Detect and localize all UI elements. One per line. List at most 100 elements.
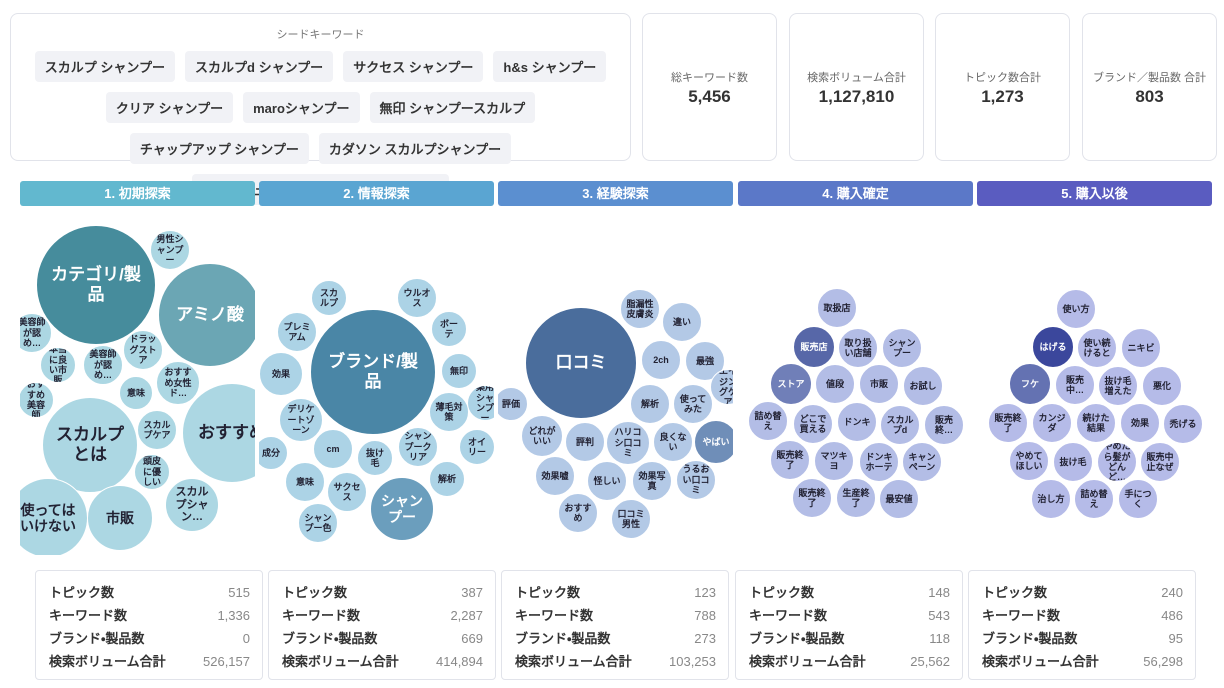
seed-keyword[interactable]: スカルプd シャンプー <box>185 51 334 82</box>
topic-bubble[interactable]: カテゴリ/製品 <box>36 225 156 345</box>
topic-bubble[interactable]: はげる <box>1032 326 1074 368</box>
topic-bubble[interactable]: 使い方 <box>1056 289 1096 329</box>
topic-bubble[interactable]: 薬用シャンプー <box>467 385 494 421</box>
topic-bubble[interactable]: 使ってはいけない <box>20 478 88 555</box>
topic-bubble[interactable]: 成分 <box>259 436 288 470</box>
topic-bubble[interactable]: エイジングケア <box>710 369 733 405</box>
topic-bubble[interactable]: 解析 <box>630 384 670 424</box>
topic-bubble[interactable]: お試し <box>903 366 943 406</box>
stage-header[interactable]: 2. 情報探索 <box>259 181 494 206</box>
topic-bubble[interactable]: デリケートゾーン <box>279 398 323 442</box>
topic-bubble[interactable]: キャンペーン <box>902 442 942 482</box>
topic-bubble[interactable]: オイリー <box>459 429 494 465</box>
topic-bubble[interactable]: ドラッグストア <box>123 330 163 370</box>
topic-bubble[interactable]: おすすめ女性ド… <box>156 361 200 405</box>
seed-keyword[interactable]: maroシャンプー <box>243 92 360 123</box>
topic-bubble[interactable]: やばい <box>694 420 733 464</box>
topic-bubble[interactable]: ニキビ <box>1121 328 1161 368</box>
topic-bubble[interactable]: 効果 <box>259 352 303 396</box>
topic-bubble[interactable]: 抜け毛 <box>1053 442 1093 482</box>
topic-bubble[interactable]: スカルプシャン… <box>165 478 219 532</box>
topic-bubble[interactable]: ドンキ <box>837 402 877 442</box>
topic-bubble[interactable]: 続けた結果 <box>1076 403 1116 443</box>
topic-bubble[interactable]: スカルプとは <box>42 397 138 493</box>
topic-bubble[interactable]: スカルプd <box>880 405 920 445</box>
topic-bubble[interactable]: 美容師が認め… <box>83 345 123 385</box>
topic-bubble[interactable]: 詰め替え <box>748 401 788 441</box>
topic-bubble[interactable]: 使ってみた <box>673 384 713 424</box>
topic-bubble[interactable]: カンジダ <box>1032 403 1072 443</box>
topic-bubble[interactable]: うるおい口コミ <box>676 460 716 500</box>
topic-bubble[interactable]: 評価 <box>498 387 528 421</box>
topic-bubble[interactable]: スカルプケア <box>137 410 177 450</box>
topic-bubble[interactable]: ストア <box>770 363 812 405</box>
topic-bubble[interactable]: 頭皮に優しい <box>134 454 170 490</box>
topic-bubble[interactable]: 取り扱い店舗 <box>838 328 878 368</box>
topic-bubble[interactable]: 販売終… <box>924 405 964 445</box>
topic-bubble[interactable]: マツキヨ <box>814 441 854 481</box>
stage-header[interactable]: 5. 購入以後 <box>977 181 1212 206</box>
topic-bubble[interactable]: フケ <box>1009 363 1051 405</box>
topic-bubble[interactable]: 販売終了 <box>770 440 810 480</box>
topic-bubble[interactable]: 意味 <box>285 462 325 502</box>
topic-bubble[interactable]: 販売中止なぜ <box>1140 442 1180 482</box>
stage-header[interactable]: 1. 初期探索 <box>20 181 255 206</box>
topic-bubble[interactable]: 意味 <box>119 376 153 410</box>
topic-bubble[interactable]: どこで買える <box>793 404 833 444</box>
topic-bubble[interactable]: 良くない <box>653 422 693 462</box>
topic-bubble[interactable]: アミノ酸 <box>158 263 255 367</box>
topic-bubble[interactable]: 2ch <box>641 340 681 380</box>
topic-bubble[interactable]: 生産終了 <box>836 478 876 518</box>
topic-bubble[interactable]: 無印 <box>441 353 477 389</box>
topic-bubble[interactable]: 口コミ男性 <box>611 499 651 539</box>
topic-bubble[interactable]: ボーテ <box>431 311 467 347</box>
topic-bubble[interactable]: 美容師が認め… <box>20 313 52 353</box>
topic-bubble[interactable]: サクセス <box>327 472 367 512</box>
seed-keyword[interactable]: カダソン スカルプシャンプー <box>318 133 512 164</box>
topic-bubble[interactable]: 値段 <box>815 364 855 404</box>
topic-bubble[interactable]: 違い <box>662 302 702 342</box>
topic-bubble[interactable]: 販売中… <box>1055 365 1095 405</box>
topic-bubble[interactable]: おすすめ <box>558 493 598 533</box>
topic-bubble[interactable]: 効果 <box>1120 403 1160 443</box>
topic-bubble[interactable]: 治し方 <box>1031 479 1071 519</box>
topic-bubble[interactable]: スカルプ <box>311 280 347 316</box>
topic-bubble[interactable]: やめたら髪がどんど… <box>1097 442 1137 482</box>
topic-bubble[interactable]: 手につく <box>1118 479 1158 519</box>
topic-bubble[interactable]: 市販 <box>859 364 899 404</box>
topic-bubble[interactable]: 怪しい <box>587 461 627 501</box>
topic-bubble[interactable]: 取扱店 <box>817 288 857 328</box>
topic-bubble[interactable]: やめてほしい <box>1009 441 1049 481</box>
topic-bubble[interactable]: シャンプー色 <box>298 503 338 543</box>
seed-keyword[interactable]: 無印 シャンプースカルプ <box>369 92 536 123</box>
topic-bubble[interactable]: シャンプー <box>370 477 434 541</box>
topic-bubble[interactable]: 評判 <box>565 422 605 462</box>
topic-bubble[interactable]: 販売終了 <box>792 478 832 518</box>
stage-header[interactable]: 4. 購入確定 <box>738 181 973 206</box>
topic-bubble[interactable]: 禿げる <box>1163 404 1203 444</box>
seed-keyword[interactable]: スカルプ シャンプー <box>34 51 176 82</box>
topic-bubble[interactable]: 使い続けると <box>1077 328 1117 368</box>
topic-bubble[interactable]: おすすめ美容師 <box>20 382 54 418</box>
seed-keyword[interactable]: サクセス シャンプー <box>343 51 484 82</box>
topic-bubble[interactable]: 抜け毛 <box>357 440 393 476</box>
stage-header[interactable]: 3. 経験探索 <box>498 181 733 206</box>
topic-bubble[interactable]: 悪化 <box>1142 366 1182 406</box>
topic-bubble[interactable]: 効果嘘 <box>535 456 575 496</box>
topic-bubble[interactable]: 解析 <box>429 461 465 497</box>
topic-bubble[interactable]: プレミアム <box>277 312 317 352</box>
topic-bubble[interactable]: 男性シャンプー <box>150 230 190 270</box>
topic-bubble[interactable]: 最安値 <box>879 479 919 519</box>
topic-bubble[interactable]: どれがいい <box>521 415 563 457</box>
seed-keyword[interactable]: h&s シャンプー <box>493 51 607 82</box>
topic-bubble[interactable]: 販売店 <box>793 326 835 368</box>
topic-bubble[interactable]: おすすめ <box>182 383 255 483</box>
topic-bubble[interactable]: ハリコシ口コミ <box>606 421 650 465</box>
topic-bubble[interactable]: 販売終了 <box>988 403 1028 443</box>
topic-bubble[interactable]: ブランド/製品 <box>310 309 436 435</box>
topic-bubble[interactable]: ドンキホーテ <box>859 442 899 482</box>
topic-bubble[interactable]: シャンプー <box>882 328 922 368</box>
topic-bubble[interactable]: 薄毛対策 <box>429 392 469 432</box>
topic-bubble[interactable]: 市販 <box>87 485 153 551</box>
seed-keyword[interactable]: クリア シャンプー <box>105 92 234 123</box>
